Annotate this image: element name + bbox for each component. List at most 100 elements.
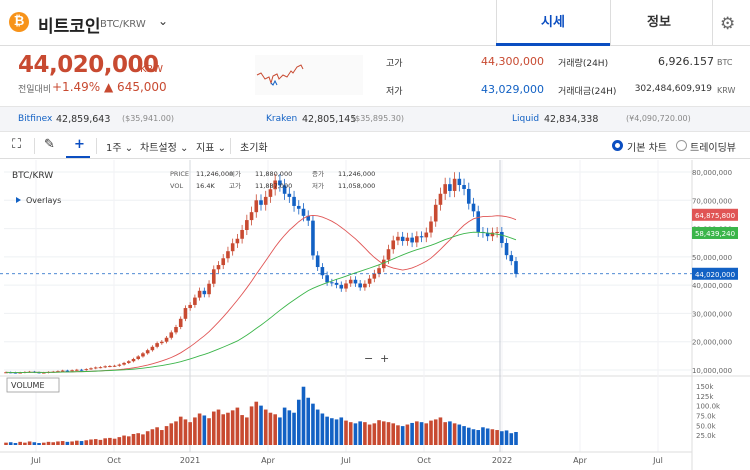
candle-body <box>339 284 344 289</box>
pencil-icon[interactable]: ✎ <box>44 137 55 152</box>
candle-body <box>245 220 249 230</box>
volume-bar <box>249 406 254 445</box>
candle-body <box>466 188 471 204</box>
volume-tick-label: 75.0k <box>696 412 717 420</box>
coin-pair: BTC/KRW <box>100 19 146 30</box>
volume-bar <box>235 407 240 445</box>
candle-body <box>193 297 197 305</box>
volume-bar <box>348 422 353 445</box>
volume-bar <box>358 421 362 445</box>
coin-name[interactable]: 비트코인 <box>38 17 101 37</box>
chevron-down-icon[interactable]: ⌄ <box>158 14 169 28</box>
volume-bar <box>315 409 320 445</box>
volume-bar <box>75 440 79 445</box>
volume-tick-label: 150k <box>696 383 714 391</box>
exchange-name[interactable]: Bitfinex <box>18 114 53 124</box>
volume-bar <box>216 409 221 445</box>
ohlc-value: 11,887,000 <box>255 182 292 190</box>
volume-bar <box>296 399 301 445</box>
reset-button[interactable]: 초기화 <box>240 143 268 154</box>
candle-body <box>155 343 159 347</box>
zoom-in-button[interactable]: + <box>380 352 389 365</box>
candle-body <box>60 370 65 372</box>
candle-body <box>292 196 296 206</box>
tradingview-radio[interactable] <box>676 140 687 151</box>
x-tick-label: Apr <box>573 456 588 465</box>
volume-bar <box>141 434 145 445</box>
candle-body <box>221 258 226 266</box>
price-chart[interactable]: 80,000,00070,000,00060,000,00050,000,000… <box>0 160 750 470</box>
candle-body <box>150 346 155 351</box>
basic-chart-radio[interactable] <box>612 140 623 151</box>
ohlc-label: PRICE <box>170 170 189 178</box>
candle-body <box>396 236 400 241</box>
ohlc-label: 시가 <box>229 169 241 178</box>
candle-body <box>249 212 254 221</box>
volume-bar <box>164 426 169 445</box>
candle-body <box>514 261 518 274</box>
bitcoin-icon: ₿ <box>9 12 29 32</box>
exchange-name[interactable]: Liquid <box>512 114 540 124</box>
volume-bar <box>126 436 131 445</box>
candle-body <box>70 370 74 372</box>
candle-body <box>56 371 60 373</box>
candle-body <box>108 366 112 368</box>
candle-body <box>13 372 18 374</box>
candle-body <box>386 249 391 260</box>
volume-bar <box>32 442 37 445</box>
candle-body <box>4 372 8 374</box>
candle-body <box>136 356 141 359</box>
price-tag <box>692 208 738 221</box>
volume-bar <box>495 430 499 445</box>
candle-body <box>424 232 429 238</box>
exchange-row: Bitfinex 42,859,643 ($35,941.00) Kraken … <box>0 106 750 132</box>
divider <box>34 138 35 154</box>
exchange-name[interactable]: Kraken <box>266 114 298 124</box>
volume-unit: BTC <box>717 58 733 67</box>
volume-bar <box>202 415 207 445</box>
candle-body <box>183 308 188 319</box>
candle-body <box>405 237 410 242</box>
candle-body <box>41 372 46 374</box>
x-tick-label: Jul <box>340 456 351 465</box>
chart-settings-button[interactable]: 차트설정 ⌄ <box>140 143 189 154</box>
candle-body <box>117 364 122 366</box>
y-tick-label: 80,000,000 <box>692 169 732 177</box>
candle-body <box>65 370 70 372</box>
candle-body <box>358 283 362 288</box>
tradingview-label[interactable]: 트레이딩뷰 <box>690 143 736 154</box>
y-tick-label: 30,000,000 <box>692 310 732 318</box>
volume-bar <box>452 423 457 445</box>
candle-body <box>18 372 22 374</box>
price-currency: KRW <box>140 64 163 75</box>
candle-body <box>188 304 192 309</box>
volume-bar <box>367 424 372 445</box>
change-values: +1.49% ▲ 645,000 <box>52 80 167 94</box>
candle-body <box>268 189 273 197</box>
tab-quote[interactable]: 시세 <box>496 0 610 46</box>
zoom-out-button[interactable]: − <box>364 352 373 365</box>
crosshair-icon[interactable]: + <box>74 137 85 152</box>
volume-bar <box>226 412 230 445</box>
candle-body <box>207 283 211 295</box>
basic-chart-label[interactable]: 기본 차트 <box>627 143 667 154</box>
volume-bar <box>433 419 438 445</box>
volume-bar <box>240 415 244 445</box>
volume-bar <box>485 428 490 445</box>
candle-body <box>504 242 509 256</box>
overlays-triangle-icon <box>16 197 21 203</box>
period-select[interactable]: 1주 ⌄ <box>106 143 134 154</box>
volume-tick-label: 100.0k <box>696 403 721 411</box>
fullscreen-icon[interactable]: ⛶ <box>12 137 22 152</box>
volume-bar <box>98 439 103 445</box>
candle-body <box>509 255 514 262</box>
candle-body <box>174 327 178 333</box>
indicators-button[interactable]: 지표 ⌄ <box>196 143 226 154</box>
tab-info[interactable]: 정보 <box>647 15 671 30</box>
gear-icon[interactable]: ⚙ <box>720 14 736 34</box>
x-tick-label: Jul <box>30 456 41 465</box>
candle-body <box>415 236 419 243</box>
volume-label: VOLUME <box>11 381 45 390</box>
candle-body <box>278 180 282 186</box>
volume-bar <box>481 427 485 445</box>
